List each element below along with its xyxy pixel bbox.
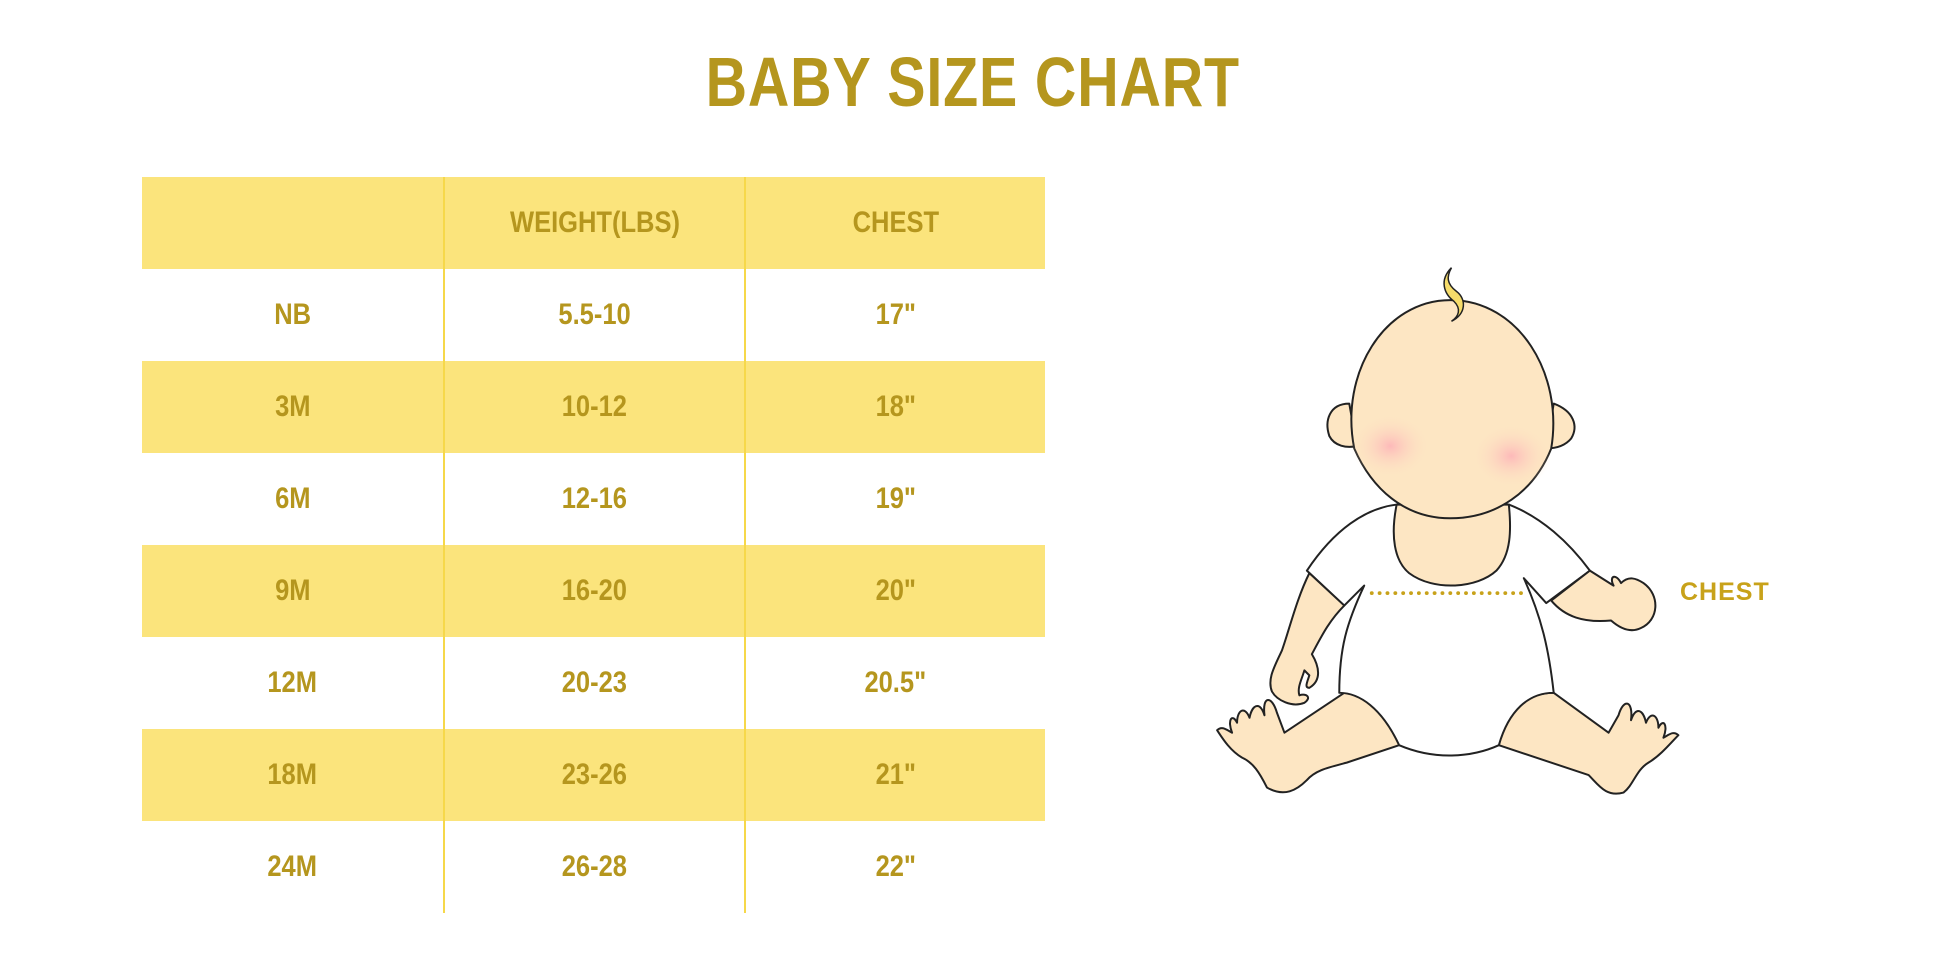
table-row: NB 5.5-10 17": [142, 269, 1045, 361]
header-cell: [142, 177, 443, 269]
page-title-text: BABY SIZE CHART: [705, 43, 1241, 121]
cell-text: 19": [875, 482, 916, 515]
size-table: WEIGHT(LBS) CHEST NB 5.5-10 17" 3M 10-12 18" 6…: [142, 177, 1045, 913]
weight-cell: 20-23: [443, 637, 744, 729]
table-row: 24M 26-28 22": [142, 821, 1045, 913]
table-row: 18M 23-26 21": [142, 729, 1045, 821]
onesie: [1305, 503, 1591, 757]
chest-cell: 21": [744, 729, 1045, 821]
left-arm: [1269, 572, 1346, 706]
header-chest: CHEST: [852, 206, 939, 239]
cell-text: 23-26: [561, 758, 628, 791]
header-cell: CHEST: [744, 177, 1045, 269]
table-row: 9M 16-20 20": [142, 545, 1045, 637]
chest-cell: 19": [744, 453, 1045, 545]
weight-cell: 12-16: [443, 453, 744, 545]
chest-cell: 22": [744, 821, 1045, 913]
cell-text: 26-28: [561, 850, 628, 883]
chest-cell: 20": [744, 545, 1045, 637]
cell-text: 18": [875, 390, 916, 423]
size-cell: 18M: [142, 729, 443, 821]
cell-text: 16-20: [561, 574, 628, 607]
table-row: 3M 10-12 18": [142, 361, 1045, 453]
chest-cell: 20.5": [744, 637, 1045, 729]
cell-text: 20.5": [864, 666, 927, 699]
cell-text: 10-12: [561, 390, 628, 423]
weight-cell: 26-28: [443, 821, 744, 913]
cell-text: 20-23: [561, 666, 628, 699]
chest-cell: 17": [744, 269, 1045, 361]
table-row: 6M 12-16 19": [142, 453, 1045, 545]
weight-cell: 16-20: [443, 545, 744, 637]
weight-cell: 5.5-10: [443, 269, 744, 361]
cell-text: 24M: [267, 850, 318, 883]
table-header-row: WEIGHT(LBS) CHEST: [142, 177, 1045, 269]
cell-text: 9M: [274, 574, 311, 607]
cell-text: 6M: [274, 482, 311, 515]
size-cell: NB: [142, 269, 443, 361]
cell-text: NB: [274, 298, 311, 331]
cell-text: 22": [875, 850, 916, 883]
left-leg: [1216, 691, 1401, 794]
right-leg: [1497, 691, 1680, 795]
chest-measurement-label: CHEST: [1680, 578, 1770, 606]
table-row: 12M 20-23 20.5": [142, 637, 1045, 729]
size-cell: 9M: [142, 545, 443, 637]
chest-cell: 18": [744, 361, 1045, 453]
size-cell: 24M: [142, 821, 443, 913]
size-cell: 3M: [142, 361, 443, 453]
cell-text: 17": [875, 298, 916, 331]
page-title: BABY SIZE CHART: [0, 44, 1946, 120]
cell-text: 5.5-10: [558, 298, 631, 331]
size-cell: 6M: [142, 453, 443, 545]
header-weight: WEIGHT(LBS): [509, 206, 680, 239]
baby-illustration: [1216, 267, 1680, 795]
header-cell: WEIGHT(LBS): [443, 177, 744, 269]
cell-text: 12M: [267, 666, 318, 699]
cell-text: 18M: [267, 758, 318, 791]
cell-text: 21": [875, 758, 916, 791]
cell-text: 20": [875, 574, 916, 607]
weight-cell: 10-12: [443, 361, 744, 453]
hair-curl: [1443, 267, 1465, 322]
neck: [1392, 503, 1512, 587]
cell-text: 12-16: [561, 482, 628, 515]
weight-cell: 23-26: [443, 729, 744, 821]
cell-text: 3M: [274, 390, 311, 423]
left-cheek: [1350, 413, 1431, 479]
size-cell: 12M: [142, 637, 443, 729]
right-cheek: [1471, 423, 1552, 489]
right-arm: [1550, 569, 1657, 632]
